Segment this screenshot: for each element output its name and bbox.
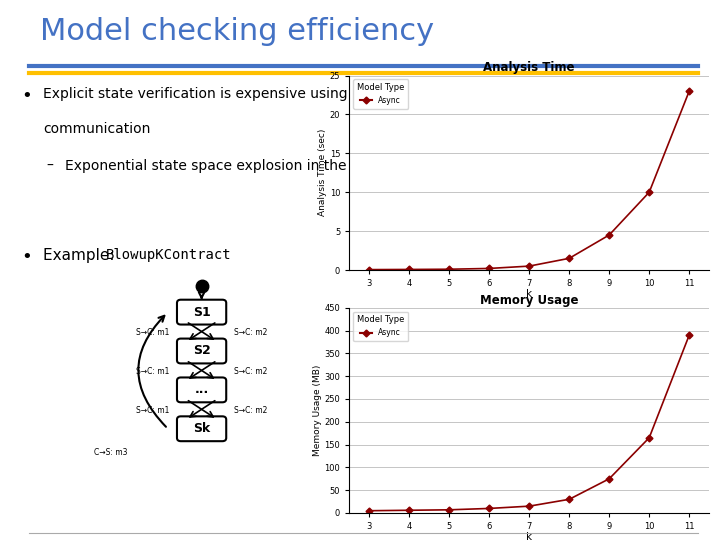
FancyBboxPatch shape	[177, 377, 226, 402]
Text: S→C: m1: S→C: m1	[135, 367, 169, 376]
X-axis label: k: k	[526, 289, 532, 299]
Y-axis label: Analysis Time (sec): Analysis Time (sec)	[318, 129, 327, 217]
Legend: Async: Async	[353, 312, 408, 341]
Text: BlowupKContract: BlowupKContract	[107, 248, 232, 262]
X-axis label: k: k	[526, 532, 532, 540]
FancyBboxPatch shape	[177, 300, 226, 325]
Text: Model checking efficiency: Model checking efficiency	[40, 17, 433, 46]
Text: communication: communication	[43, 123, 150, 137]
Text: S2: S2	[193, 345, 210, 357]
Text: S→C: m1: S→C: m1	[135, 406, 169, 415]
FancyBboxPatch shape	[177, 339, 226, 363]
Text: S→C: m1: S→C: m1	[135, 328, 169, 337]
Text: S→C: m2: S→C: m2	[234, 406, 268, 415]
Text: C→S: m3: C→S: m3	[94, 448, 127, 457]
Title: Memory Usage: Memory Usage	[480, 294, 578, 307]
Text: S1: S1	[193, 306, 210, 319]
Text: Explicit state verification is expensive using asynchronous: Explicit state verification is expensive…	[43, 87, 449, 102]
FancyBboxPatch shape	[177, 416, 226, 441]
Text: ...: ...	[194, 383, 209, 396]
Legend: Async: Async	[353, 79, 408, 109]
Y-axis label: Memory Usage (MB): Memory Usage (MB)	[312, 364, 322, 456]
Text: S→C: m2: S→C: m2	[234, 367, 268, 376]
Text: S→C: m2: S→C: m2	[234, 328, 268, 337]
Text: –: –	[47, 159, 54, 173]
Text: •: •	[22, 248, 32, 266]
Text: Exponential state space explosion in the worst case: Exponential state space explosion in the…	[65, 159, 426, 173]
Text: Sk: Sk	[193, 422, 210, 435]
Title: Analysis Time: Analysis Time	[483, 62, 575, 75]
Text: Example:: Example:	[43, 248, 120, 264]
Text: •: •	[22, 87, 32, 105]
